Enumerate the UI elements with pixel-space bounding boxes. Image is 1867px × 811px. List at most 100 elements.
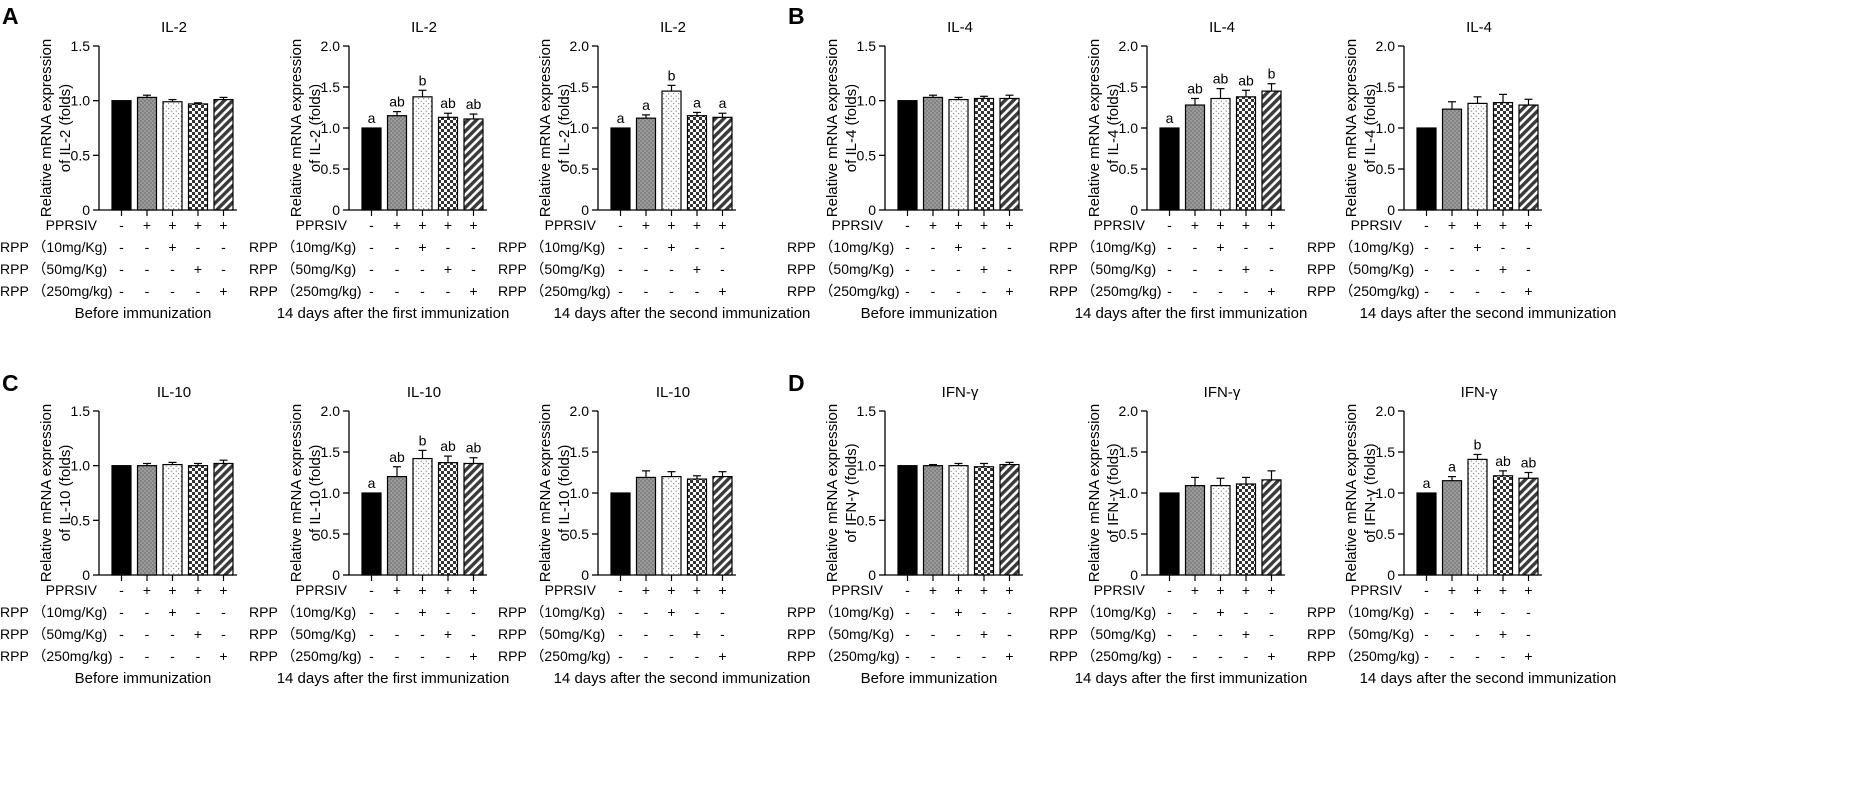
treatment-mark: + bbox=[1267, 648, 1275, 664]
treatment-mark: + bbox=[1005, 283, 1013, 299]
treatment-mark: - bbox=[395, 648, 400, 664]
timepoint-caption: 14 days after the second immunization bbox=[1360, 670, 1617, 687]
bar bbox=[1467, 102, 1488, 211]
treatment-mark: - bbox=[1526, 239, 1531, 255]
treatment-mark: + bbox=[1267, 217, 1275, 233]
treatment-mark: - bbox=[420, 261, 425, 277]
treatment-mark: - bbox=[1475, 261, 1480, 277]
timepoint-caption: Before immunization bbox=[861, 305, 998, 322]
treatment-mark: - bbox=[196, 648, 201, 664]
treatment-mark: - bbox=[1475, 648, 1480, 664]
treatment-row-label: RPP （250mg/kg) bbox=[1049, 283, 1162, 299]
treatment-mark: + bbox=[1473, 582, 1481, 598]
y-tick-label: 0 bbox=[1387, 202, 1395, 218]
bar bbox=[1518, 477, 1539, 576]
y-tick-label: 0.5 bbox=[321, 526, 341, 542]
treatment-mark: + bbox=[418, 604, 426, 620]
treatment-mark: + bbox=[980, 626, 988, 642]
significance-letter: b bbox=[419, 72, 427, 88]
treatment-mark: - bbox=[119, 239, 124, 255]
treatment-mark: + bbox=[954, 582, 962, 598]
treatment-mark: + bbox=[1005, 582, 1013, 598]
treatment-mark: + bbox=[418, 582, 426, 598]
y-axis-label: Relative mRNA expression of IL-4 (folds) bbox=[1343, 39, 1379, 217]
treatment-mark: - bbox=[1450, 283, 1455, 299]
y-axis-label-line: of IFN-γ (folds) bbox=[1362, 443, 1379, 542]
bar bbox=[386, 476, 408, 576]
treatment-mark: - bbox=[905, 261, 910, 277]
treatment-mark: + bbox=[1499, 582, 1507, 598]
panel-letter-A: A bbox=[2, 3, 19, 29]
treatment-mark: - bbox=[1007, 239, 1012, 255]
bar bbox=[1518, 104, 1539, 211]
treatment-mark: + bbox=[194, 217, 202, 233]
y-axis-label: Relative mRNA expression of IL-2 (folds) bbox=[537, 39, 573, 217]
y-tick-label: 1.0 bbox=[570, 120, 590, 136]
treatment-mark: - bbox=[420, 648, 425, 664]
y-axis-label: Relative mRNA expression of IL-4 (folds) bbox=[1086, 39, 1122, 217]
treatment-mark: - bbox=[1501, 239, 1506, 255]
bar bbox=[187, 103, 209, 211]
y-axis-label-line: of IL-4 (folds) bbox=[1362, 84, 1379, 172]
y-tick-label: 0.5 bbox=[857, 147, 877, 163]
treatment-mark: - bbox=[1475, 626, 1480, 642]
treatment-row-label: PPRSIV bbox=[1094, 217, 1146, 233]
treatment-mark: + bbox=[667, 604, 675, 620]
timepoint-caption: Before immunization bbox=[75, 305, 212, 322]
y-tick-label: 2.0 bbox=[1376, 38, 1396, 54]
y-axis-label-line: Relative mRNA expression bbox=[288, 39, 305, 217]
significance-letter: ab bbox=[1495, 453, 1511, 469]
treatment-row-label: PPRSIV bbox=[296, 582, 348, 598]
y-axis-label-line: Relative mRNA expression bbox=[824, 404, 841, 582]
y-tick-label: 0.5 bbox=[321, 161, 341, 177]
treatment-mark: - bbox=[1007, 604, 1012, 620]
treatment-row-label: RPP （10mg/Kg) bbox=[787, 239, 894, 255]
treatment-mark: - bbox=[931, 261, 936, 277]
treatment-mark: + bbox=[693, 217, 701, 233]
y-axis-label-line: of IL-10 (folds) bbox=[556, 445, 573, 542]
treatment-mark: + bbox=[219, 648, 227, 664]
treatment-row-label: PPRSIV bbox=[46, 582, 98, 598]
treatment-mark: - bbox=[931, 283, 936, 299]
treatment-mark: + bbox=[418, 217, 426, 233]
y-tick-label: 0 bbox=[332, 567, 340, 583]
bar bbox=[610, 492, 631, 576]
treatment-mark: + bbox=[444, 217, 452, 233]
treatment-mark: - bbox=[695, 239, 700, 255]
treatment-mark: - bbox=[1501, 604, 1506, 620]
treatment-mark: - bbox=[695, 648, 700, 664]
treatment-row-label: PPRSIV bbox=[832, 217, 884, 233]
y-tick-label: 2.0 bbox=[1376, 403, 1396, 419]
significance-letter: ab bbox=[440, 95, 456, 111]
treatment-mark: - bbox=[1424, 239, 1429, 255]
treatment-mark: - bbox=[1269, 626, 1274, 642]
y-axis-label-line: of IL-2 (folds) bbox=[556, 84, 573, 172]
bar bbox=[948, 98, 969, 211]
treatment-row-label: RPP （250mg/kg) bbox=[787, 283, 900, 299]
treatment-mark: - bbox=[644, 626, 649, 642]
y-tick-label: 0.5 bbox=[1376, 161, 1396, 177]
treatment-mark: + bbox=[1242, 261, 1250, 277]
y-tick-label: 0 bbox=[581, 567, 589, 583]
treatment-mark: - bbox=[395, 261, 400, 277]
treatment-mark: - bbox=[1269, 261, 1274, 277]
y-tick-label: 1.5 bbox=[71, 403, 91, 419]
treatment-mark: - bbox=[1007, 626, 1012, 642]
y-tick-label: 0 bbox=[581, 202, 589, 218]
treatment-row-label: RPP （250mg/kg) bbox=[787, 648, 900, 664]
treatment-mark: - bbox=[1450, 626, 1455, 642]
treatment-mark: + bbox=[1473, 604, 1481, 620]
bar bbox=[973, 466, 995, 576]
timepoint-caption: 14 days after the second immunization bbox=[554, 670, 811, 687]
treatment-row-label: RPP （50mg/Kg) bbox=[1307, 261, 1414, 277]
treatment-mark: - bbox=[1244, 604, 1249, 620]
treatment-row-label: PPRSIV bbox=[46, 217, 98, 233]
treatment-mark: - bbox=[1450, 604, 1455, 620]
treatment-mark: - bbox=[905, 604, 910, 620]
treatment-mark: - bbox=[119, 261, 124, 277]
treatment-mark: - bbox=[956, 626, 961, 642]
treatment-mark: + bbox=[219, 582, 227, 598]
treatment-row-label: RPP （10mg/Kg) bbox=[0, 239, 107, 255]
